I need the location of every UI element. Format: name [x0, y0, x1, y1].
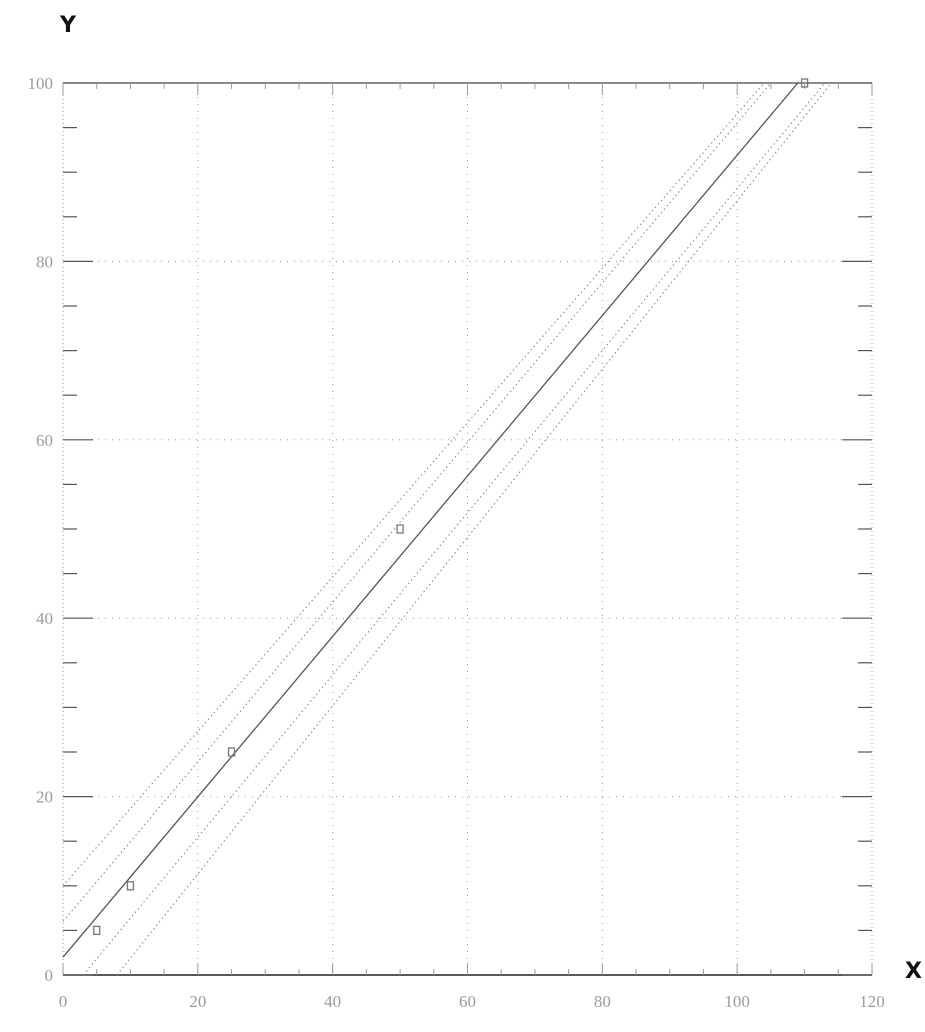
x-tick-label: 0	[59, 992, 68, 1011]
x-tick-label: 120	[859, 992, 885, 1011]
y-tick-label: 60	[36, 431, 53, 450]
y-axis-label: Y	[59, 13, 77, 38]
x-tick-label: 40	[324, 992, 341, 1011]
y-tick-label: 20	[36, 788, 53, 807]
y-tick-label: 0	[45, 966, 54, 985]
data-point	[93, 925, 101, 936]
data-point	[126, 881, 135, 891]
grid	[63, 83, 872, 975]
x-tick-label: 20	[189, 992, 206, 1011]
confidence-band-line	[62, 82, 765, 887]
data-point	[396, 524, 404, 534]
y-tick-label: 80	[36, 252, 53, 271]
data-point	[227, 747, 236, 757]
data-point	[800, 78, 809, 88]
y-tick-label: 100	[28, 74, 54, 93]
fit-line	[62, 82, 799, 958]
x-tick-label: 100	[724, 992, 750, 1011]
confidence-band-line	[62, 82, 772, 922]
confidence-band-line	[116, 82, 832, 976]
x-tick-label: 60	[459, 992, 476, 1011]
x-axis-label: X	[905, 959, 922, 984]
confidence-band-line	[82, 82, 826, 976]
x-tick-label: 80	[594, 992, 611, 1011]
y-tick-label: 40	[36, 609, 53, 628]
